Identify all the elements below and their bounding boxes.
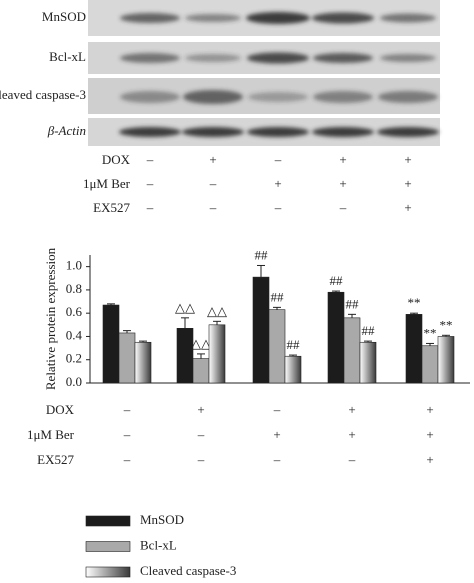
treatment-mark: – <box>348 452 356 467</box>
treatment-mark: – <box>146 176 154 191</box>
treatment-mark: + <box>348 402 355 417</box>
treatment-mark: – <box>273 402 281 417</box>
legend-swatch <box>85 566 131 578</box>
treatment-label: 1μM Ber <box>27 427 75 442</box>
error-bar <box>123 330 131 333</box>
treatment-mark: + <box>404 176 411 191</box>
bar <box>359 341 377 384</box>
treatment-mark: – <box>146 152 154 167</box>
y-tick-label: 0.2 <box>66 351 82 366</box>
bar <box>284 355 302 384</box>
error-bar <box>273 306 281 310</box>
y-tick-label: 1.0 <box>66 258 82 273</box>
error-bar <box>332 290 340 293</box>
blot-label: MnSOD <box>42 9 86 24</box>
annotation: ## <box>287 337 301 352</box>
treatment-mark: + <box>339 152 346 167</box>
error-bar <box>442 334 450 337</box>
error-bar <box>181 317 189 329</box>
bar <box>437 336 455 384</box>
treatment-mark: + <box>274 176 281 191</box>
error-bar <box>348 313 356 318</box>
treatment-mark: + <box>209 152 216 167</box>
legend-swatch <box>85 515 131 527</box>
error-bar <box>139 340 147 343</box>
treatment-mark: – <box>197 427 205 442</box>
annotation: ## <box>330 273 344 288</box>
treatment-label: EX527 <box>37 452 74 467</box>
y-tick-label: 0.8 <box>66 281 82 296</box>
annotation: ** <box>408 295 421 310</box>
bar <box>327 291 345 384</box>
annotation: ## <box>271 289 285 304</box>
error-bar <box>107 303 115 306</box>
y-axis-title: Relative protein expression <box>43 247 58 390</box>
error-bar <box>410 312 418 315</box>
treatment-label: DOX <box>46 402 75 417</box>
bar <box>405 314 423 384</box>
blot-label: Bcl-xL <box>49 49 86 64</box>
treatment-mark: + <box>348 427 355 442</box>
bands <box>119 12 439 137</box>
treatment-mark: – <box>123 427 131 442</box>
treatment-mark: + <box>426 427 433 442</box>
treatment-label: EX527 <box>93 200 130 215</box>
treatment-label: 1μM Ber <box>83 176 131 191</box>
legend-swatch <box>85 541 131 552</box>
treatment-mark: – <box>209 176 217 191</box>
treatment-mark: – <box>197 452 205 467</box>
annotation: △△ <box>175 300 195 315</box>
treatment-mark: + <box>197 402 204 417</box>
blot-label: β-Actin <box>47 123 86 138</box>
y-tick-label: 0.4 <box>66 327 83 342</box>
error-bar <box>197 353 205 359</box>
legend-label: MnSOD <box>140 512 184 527</box>
error-bar <box>426 342 434 346</box>
treatment-mark: + <box>404 200 411 215</box>
treatment-label: DOX <box>102 152 131 167</box>
legend-label: Cleaved caspase-3 <box>140 563 236 578</box>
bar <box>343 317 361 384</box>
treatment-mark: – <box>209 200 217 215</box>
treatment-mark: – <box>339 200 347 215</box>
annotation: ## <box>346 296 360 311</box>
blot-panels <box>88 0 440 146</box>
error-bar <box>289 354 297 357</box>
treatment-mark: – <box>274 152 282 167</box>
error-bar <box>257 264 265 278</box>
annotation: ** <box>440 317 453 332</box>
error-bar <box>213 320 221 325</box>
bar <box>268 309 286 384</box>
annotation: ** <box>424 325 437 340</box>
treatment-mark: – <box>123 452 131 467</box>
bar <box>252 276 270 384</box>
treatment-mark: – <box>146 200 154 215</box>
blot-label: Cleaved caspase-3 <box>0 87 86 102</box>
treatment-mark: + <box>426 452 433 467</box>
treatment-mark: – <box>273 452 281 467</box>
bar <box>118 332 136 384</box>
error-bar <box>364 340 372 343</box>
treatment-mark: – <box>123 402 131 417</box>
treatment-mark: + <box>273 427 280 442</box>
annotation: ## <box>362 323 376 338</box>
bar <box>134 341 152 384</box>
legend-label: Bcl-xL <box>140 537 177 552</box>
treatment-mark: + <box>339 176 346 191</box>
bar <box>421 345 439 384</box>
y-tick-label: 0.0 <box>66 374 82 389</box>
treatment-mark: – <box>274 200 282 215</box>
annotation: △△ <box>207 303 227 318</box>
treatment-mark: + <box>426 402 433 417</box>
bar <box>192 358 210 384</box>
annotation: △△ <box>191 336 211 351</box>
treatment-mark: + <box>404 152 411 167</box>
bar <box>208 324 226 384</box>
annotation: ## <box>255 247 269 262</box>
y-tick-label: 0.6 <box>66 304 83 319</box>
bar <box>102 304 120 384</box>
